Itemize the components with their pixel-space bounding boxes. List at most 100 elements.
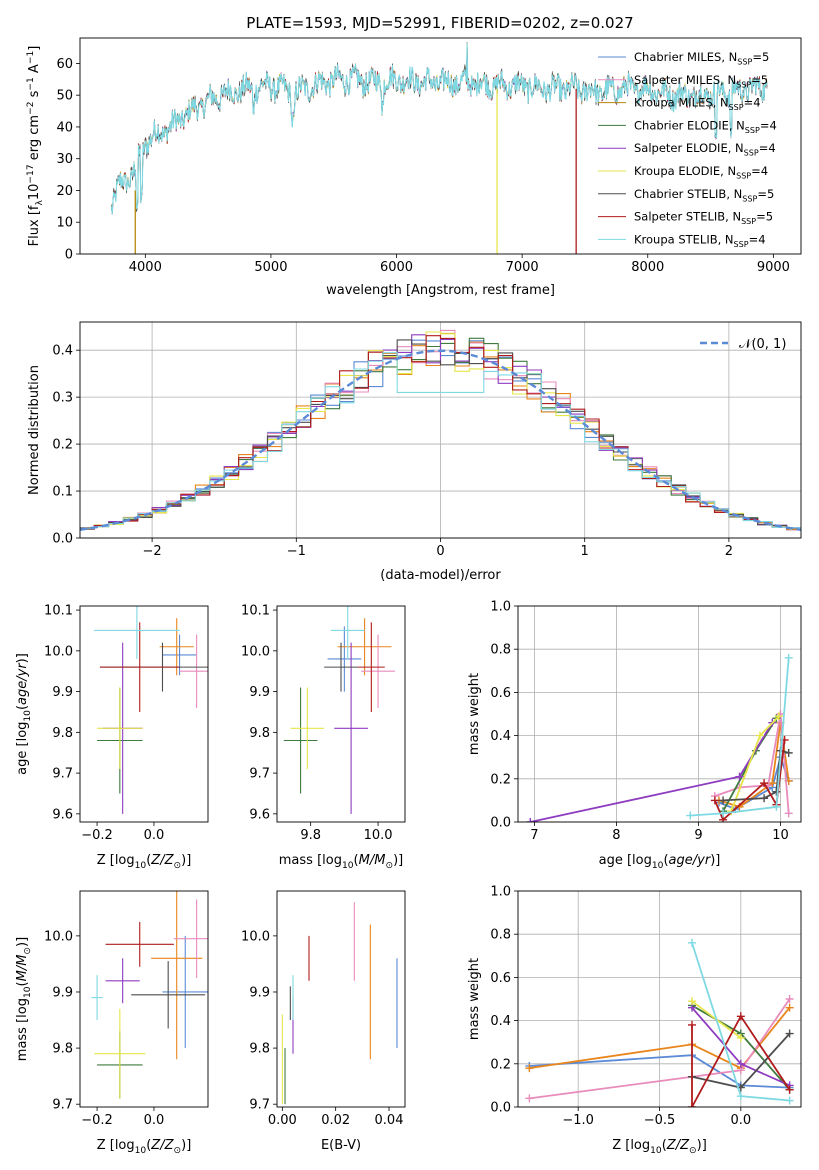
y-axis-label-part: −2 — [26, 102, 36, 115]
y-tick-label: 0.0 — [490, 816, 511, 831]
x-axis-label-part: Z [log — [97, 853, 135, 868]
x-tick-label: −1.0 — [562, 1113, 594, 1128]
x-axis-label-part: )] — [181, 1138, 191, 1153]
y-tick-label: 10.0 — [44, 929, 73, 944]
series-marker — [774, 712, 783, 721]
legend-label-part: Chabrier ELODIE, N — [634, 118, 745, 132]
y-tick-label: 10.0 — [241, 929, 270, 944]
y-axis-label-part: ] — [27, 46, 42, 51]
y-tick-label: 0.4 — [52, 344, 73, 359]
x-tick-label: 0 — [436, 544, 444, 559]
series-marker — [710, 796, 719, 805]
legend-label-part: =4 — [744, 96, 761, 110]
y-tick-label: 0.2 — [52, 438, 73, 453]
legend-label-part: Kroupa STELIB, N — [634, 232, 734, 246]
y-tick-label: 0.6 — [490, 686, 511, 701]
y-tick-label: 30 — [56, 152, 73, 167]
legend-label: Salpeter ELODIE, NSSP=4 — [634, 141, 776, 157]
legend-label-part: =5 — [751, 73, 768, 87]
series-marker — [784, 748, 793, 757]
series-marker — [526, 818, 535, 822]
histogram-step-line — [80, 339, 801, 530]
y-tick-label: 9.8 — [52, 1042, 73, 1057]
x-tick-label: 9 — [694, 828, 702, 843]
x-axis-label-part: ⊙ — [174, 861, 182, 871]
x-axis-label-part: ( — [146, 853, 151, 868]
legend-label-part: SSP — [742, 194, 757, 203]
y-axis-label-part: ( — [15, 981, 30, 986]
y-tick-label: 9.7 — [249, 767, 270, 782]
axes-frame — [517, 890, 802, 1108]
y-tick-label: 0.8 — [490, 928, 511, 943]
legend-label-part: Salpeter ELODIE, N — [634, 141, 744, 155]
mass-vs-metallicity-panel: −0.2 0.09.79.89.910.0Z [log10(Z/Z⊙)]mass … — [15, 890, 209, 1156]
y-tick-label: 40 — [56, 120, 73, 135]
legend-label-part: SSP — [736, 80, 751, 89]
y-axis-label: Normed distribution — [27, 365, 42, 495]
legend-label-part: SSP — [737, 57, 752, 66]
legend-label: Kroupa ELODIE, NSSP=4 — [634, 164, 768, 180]
x-axis-label-part: Z/Z — [150, 853, 174, 868]
y-tick-label: 0.0 — [52, 532, 73, 547]
figure-title: PLATE=1593, MJD=52991, FIBERID=0202, z=0… — [246, 14, 633, 32]
plot-area — [281, 902, 398, 1105]
y-tick-label: 9.7 — [52, 1098, 73, 1113]
y-tick-label: 50 — [56, 89, 73, 104]
normal-distribution-curve — [80, 349, 801, 531]
legend-label: 𝒩(0, 1) — [739, 337, 786, 352]
y-axis-label: mass [log10(M/M⊙)] — [15, 937, 33, 1061]
x-axis-label-part: Z/Z — [666, 1138, 690, 1153]
x-axis-label-part: ⊙ — [385, 861, 393, 871]
x-tick-label: −0.5 — [644, 1113, 676, 1128]
series-marker — [688, 997, 697, 1006]
y-tick-label: 0.4 — [490, 729, 511, 744]
series-line — [529, 1054, 790, 1089]
y-tick-label: 1.0 — [490, 600, 511, 615]
y-tick-label: 0 — [65, 248, 73, 263]
legend-label: Chabrier MILES, NSSP=5 — [634, 50, 769, 66]
y-axis-label: Flux [fλ10−17 erg cm−2 s−1 A−1] — [26, 46, 45, 247]
x-tick-label: −1 — [287, 544, 306, 559]
x-axis-label-part: Z/Z — [150, 1138, 174, 1153]
y-axis-label: age [log10(age/yr)] — [15, 653, 33, 775]
legend-label-part: SSP — [736, 171, 751, 180]
plot-area — [525, 938, 794, 1107]
series-marker — [785, 1003, 794, 1012]
age-vs-metallicity-panel: −0.2 0.09.69.79.89.910.010.1Z [log10(Z/Z⊙… — [15, 604, 209, 871]
x-axis-label-part: ⊙ — [689, 1146, 697, 1156]
x-axis-label-part: )] — [710, 853, 720, 868]
series-marker — [736, 1012, 745, 1021]
legend-label-part: =5 — [752, 50, 769, 64]
legend-label-part: SSP — [744, 149, 759, 158]
x-axis-label-part: ( — [146, 1138, 151, 1153]
series-marker — [525, 1064, 534, 1073]
x-tick-label: 2 — [725, 544, 733, 559]
series-line — [691, 1014, 791, 1107]
legend-label: Kroupa MILES, NSSP=4 — [634, 96, 761, 112]
legend-label: Kroupa STELIB, NSSP=4 — [634, 232, 766, 248]
y-axis-label-part: −1 — [26, 77, 36, 90]
x-tick-label: 8 — [612, 828, 620, 843]
x-axis-label-part: 10 — [342, 861, 354, 871]
axes-frame — [79, 37, 802, 255]
x-axis-label-part: )] — [393, 853, 403, 868]
y-axis-label-part: )] — [15, 937, 30, 947]
x-axis-label-part: 10 — [135, 861, 147, 871]
series-line — [690, 657, 790, 817]
legend-label-part: Salpeter MILES, N — [634, 73, 736, 87]
y-tick-label: 10 — [56, 216, 73, 231]
x-tick-label: 7 — [530, 828, 538, 843]
x-axis-label-part: ( — [354, 853, 359, 868]
legend-label-part: =5 — [757, 187, 774, 201]
series-marker — [686, 811, 695, 820]
x-tick-label: 5000 — [254, 260, 287, 275]
x-tick-label: 0.00 — [268, 1113, 297, 1128]
x-axis-label-part: 10 — [652, 861, 664, 871]
y-tick-label: 1.0 — [490, 885, 511, 900]
y-tick-label: 10.0 — [44, 644, 73, 659]
y-axis-label: mass weight — [467, 958, 482, 1040]
legend-label-part: =4 — [749, 232, 766, 246]
x-axis-label-part: 10 — [135, 1146, 147, 1156]
y-tick-label: 9.9 — [52, 685, 73, 700]
series-marker — [784, 653, 793, 662]
